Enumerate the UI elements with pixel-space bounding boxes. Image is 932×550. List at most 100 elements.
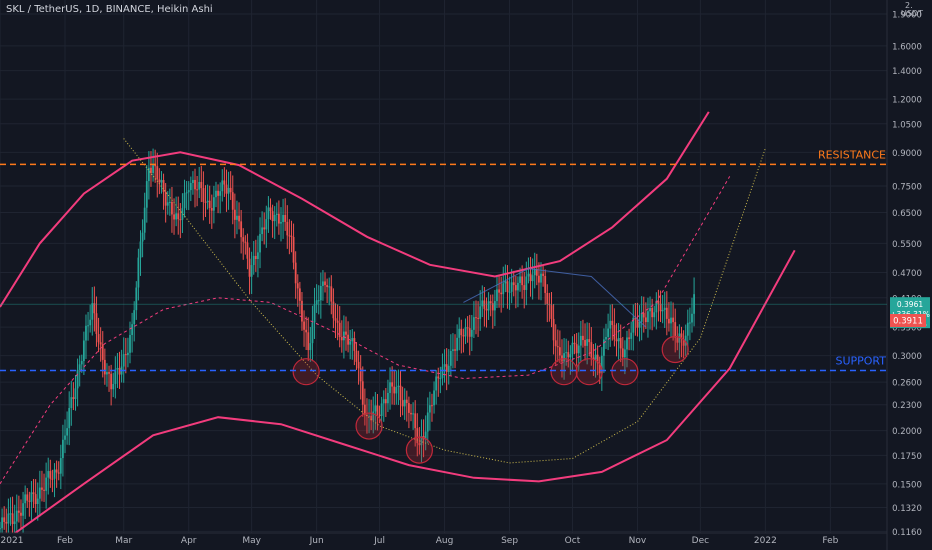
candle	[225, 169, 228, 212]
candle	[458, 317, 461, 351]
price-axis-panel[interactable]	[887, 0, 932, 550]
candle	[280, 207, 282, 242]
candle	[82, 331, 85, 375]
candle	[642, 296, 645, 333]
time-axis-panel[interactable]	[0, 533, 887, 550]
candle	[470, 314, 473, 352]
candle	[496, 276, 498, 309]
candle	[336, 304, 339, 341]
low-circle	[292, 358, 320, 386]
candle	[638, 305, 641, 342]
candle	[376, 394, 379, 431]
x-tick-label: Jun	[309, 536, 324, 546]
candle	[498, 274, 500, 308]
candle	[665, 291, 668, 336]
candle	[512, 270, 515, 297]
y-tick-label: 0.1500	[892, 480, 922, 490]
candle	[632, 304, 635, 351]
candle	[468, 314, 471, 356]
candle	[473, 301, 475, 338]
channel-line-solid-thin	[463, 268, 647, 328]
candle	[403, 388, 406, 420]
candle	[208, 185, 211, 224]
candle	[340, 320, 343, 353]
candle	[240, 209, 243, 254]
candle	[437, 367, 440, 397]
candle	[609, 304, 612, 347]
candle	[160, 171, 163, 194]
y-tick-label: 0.3500	[892, 324, 922, 334]
candle	[221, 169, 224, 202]
candle	[410, 404, 412, 422]
y-tick-label: 0.1750	[892, 452, 922, 462]
x-tick-label: Jul	[373, 536, 385, 546]
channel-lines	[0, 111, 796, 539]
candle	[603, 328, 605, 373]
candle	[605, 323, 607, 349]
candle	[653, 305, 656, 327]
y-tick-label: 1.4000	[892, 67, 922, 77]
candle	[441, 353, 444, 386]
candle	[271, 204, 274, 238]
candle	[122, 337, 125, 383]
candle	[202, 171, 205, 221]
candle	[219, 182, 222, 214]
candle	[267, 196, 270, 233]
candle	[261, 211, 264, 242]
candle	[89, 304, 92, 333]
candle	[254, 239, 257, 272]
candle	[194, 168, 196, 208]
candle	[630, 321, 633, 351]
candle	[452, 333, 454, 369]
candle	[613, 308, 616, 347]
candle	[298, 281, 301, 315]
candle	[269, 198, 272, 220]
candle	[416, 413, 419, 457]
candle	[372, 396, 375, 434]
candle	[252, 240, 255, 275]
candle	[99, 327, 102, 362]
candle	[212, 185, 215, 224]
candle	[91, 287, 94, 336]
candle	[540, 262, 542, 301]
candle	[668, 302, 670, 332]
candle	[66, 411, 69, 445]
candle	[265, 205, 268, 248]
candle	[596, 345, 599, 376]
candle	[127, 337, 129, 368]
y-tick-label: 1.6000	[892, 42, 922, 52]
candle	[489, 294, 492, 317]
candle	[164, 183, 167, 223]
candle	[307, 317, 310, 361]
candle	[41, 470, 43, 502]
candle	[405, 390, 408, 422]
candle	[544, 269, 547, 305]
low-circle	[355, 412, 383, 440]
candle	[74, 375, 77, 411]
candle	[166, 191, 169, 215]
candle	[185, 180, 188, 211]
low-circle	[575, 358, 603, 386]
low-circle	[661, 335, 689, 364]
candle	[393, 369, 396, 405]
candle	[24, 485, 27, 520]
candle	[347, 321, 349, 353]
candle	[556, 329, 559, 362]
candle	[0, 521, 1, 547]
candle	[676, 326, 679, 351]
candle	[181, 193, 184, 234]
candle	[26, 488, 29, 508]
candle	[34, 479, 37, 513]
candle	[238, 202, 240, 230]
candle	[607, 313, 610, 351]
candle	[311, 305, 314, 362]
candle	[374, 391, 377, 430]
candle	[189, 176, 192, 202]
candle	[449, 334, 452, 376]
candle	[110, 364, 113, 406]
candle	[464, 318, 467, 345]
candle	[47, 457, 50, 495]
support-annotation: SUPPORT	[835, 355, 886, 368]
